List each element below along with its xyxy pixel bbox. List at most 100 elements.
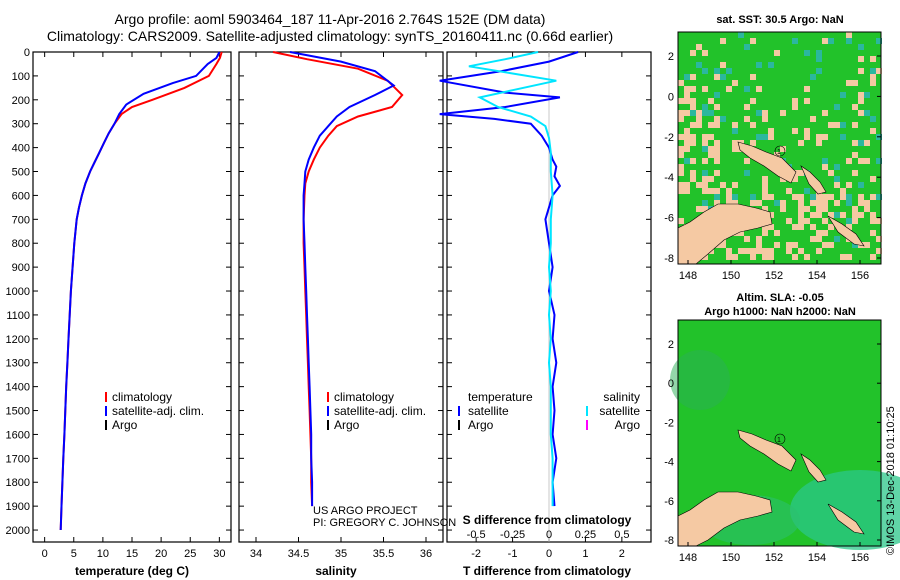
cloud-cell	[708, 134, 714, 140]
warm-cell	[876, 38, 882, 44]
cloud-cell	[678, 146, 684, 152]
cloud-cell	[714, 170, 720, 176]
cloud-cell	[702, 158, 708, 164]
cloud-cell	[714, 104, 720, 110]
cloud-cell	[798, 224, 804, 230]
warm-cell	[816, 50, 822, 56]
warm-cell	[846, 38, 852, 44]
cloud-cell	[858, 56, 864, 62]
float-position-marker	[774, 433, 786, 445]
sst-map-axes: 148 150 152 154 156 2 0 -2 -4 -6 -8	[664, 51, 881, 282]
cloud-cell	[756, 200, 762, 206]
depth-tick-label: 0	[24, 47, 30, 59]
sla-map-title-line2: Argo h1000: NaN h2000: NaN	[704, 306, 856, 318]
warm-cell	[702, 146, 708, 152]
sla-map-frame	[677, 319, 882, 547]
cloud-cell	[822, 218, 828, 224]
difference-xlabel: T difference from climatology	[463, 564, 631, 578]
cloud-cell	[822, 110, 828, 116]
cloud-cell	[684, 134, 690, 140]
map-x-tick-label: 152	[765, 270, 783, 282]
cloud-cell	[792, 242, 798, 248]
warm-cell	[732, 194, 738, 200]
cloud-cell	[852, 206, 858, 212]
warm-cell	[756, 134, 762, 140]
x-tick-label: 10	[97, 548, 109, 560]
cloud-cell	[828, 224, 834, 230]
cloud-cell	[714, 146, 720, 152]
warm-cell	[702, 104, 708, 110]
depth-tick-label: 100	[12, 71, 30, 83]
cloud-cell	[822, 164, 828, 170]
cloud-cell	[810, 212, 816, 218]
warm-cell	[810, 74, 816, 80]
x-tick-label: -2	[471, 548, 481, 560]
cloud-cell	[696, 206, 702, 212]
cloud-cell	[822, 134, 828, 140]
map-x-tick-label: 154	[808, 552, 826, 564]
warm-cell	[708, 110, 714, 116]
cloud-cell	[726, 254, 732, 260]
warm-cell	[744, 86, 750, 92]
cloud-cell	[798, 218, 804, 224]
cloud-cell	[678, 98, 684, 104]
difference-top-ticks: -0.5 -0.25 0 0.25 0.5	[467, 529, 630, 541]
warm-cell	[702, 110, 708, 116]
cloud-cell	[732, 146, 738, 152]
cloud-cell	[756, 86, 762, 92]
x-tick-label: 2	[619, 548, 625, 560]
depth-tick-label: 1500	[6, 406, 30, 418]
top-tick-label: -0.25	[500, 529, 525, 541]
depth-tick-label: 1700	[6, 453, 30, 465]
map-x-tick-label: 156	[851, 552, 869, 564]
cloud-cell	[690, 140, 696, 146]
cloud-cell	[684, 128, 690, 134]
cloud-cell	[846, 224, 852, 230]
map-x-tick-label: 152	[765, 552, 783, 564]
x-tick-label: 25	[184, 548, 196, 560]
cloud-cell	[822, 230, 828, 236]
cloud-cell	[690, 74, 696, 80]
warm-cell	[714, 92, 720, 98]
cloud-cell	[750, 98, 756, 104]
cloud-cell	[870, 80, 876, 86]
cloud-cell	[804, 98, 810, 104]
warm-cell	[816, 68, 822, 74]
map-y-tick-label: -6	[664, 213, 674, 225]
cloud-cell	[714, 200, 720, 206]
legend-satellite-label: satellite-adj. clim.	[334, 404, 426, 418]
imos-credit: ©IMOS 13-Dec-2018 01:10:25	[885, 406, 897, 555]
warm-cell	[756, 110, 762, 116]
cloud-cell	[762, 116, 768, 122]
cloud-cell	[684, 182, 690, 188]
cloud-cell	[870, 56, 876, 62]
cloud-cell	[852, 80, 858, 86]
cloud-cell	[870, 212, 876, 218]
warm-cell	[834, 212, 840, 218]
cloud-cell	[708, 98, 714, 104]
depth-tick-label: 1000	[6, 286, 30, 298]
cloud-cell	[840, 254, 846, 260]
sst-land	[677, 141, 865, 265]
cloud-cell	[870, 128, 876, 134]
legend-argo-label: Argo	[112, 418, 138, 432]
x-tick-label: 0	[546, 548, 552, 560]
cloud-cell	[744, 236, 750, 242]
cloud-cell	[846, 32, 852, 38]
map-y-tick-label: 2	[668, 339, 674, 351]
series-satellite-adj-clim-	[289, 51, 396, 507]
cloud-cell	[720, 38, 726, 44]
cloud-cell	[786, 188, 792, 194]
profile-plots: 0100200300400500600700800900100011001200…	[6, 47, 652, 578]
cloud-cell	[792, 98, 798, 104]
cloud-cell	[810, 224, 816, 230]
cloud-cell	[678, 218, 684, 224]
cloud-cell	[762, 176, 768, 182]
sla-map-axes: 148 150 152 154 156 2 0 -2 -4 -6 -8	[664, 339, 881, 564]
warm-cell	[864, 92, 870, 98]
cloud-cell	[792, 194, 798, 200]
float-position-marker	[774, 145, 786, 157]
x-tick-label: 20	[155, 548, 167, 560]
warm-cell	[870, 68, 876, 74]
cloud-cell	[816, 206, 822, 212]
